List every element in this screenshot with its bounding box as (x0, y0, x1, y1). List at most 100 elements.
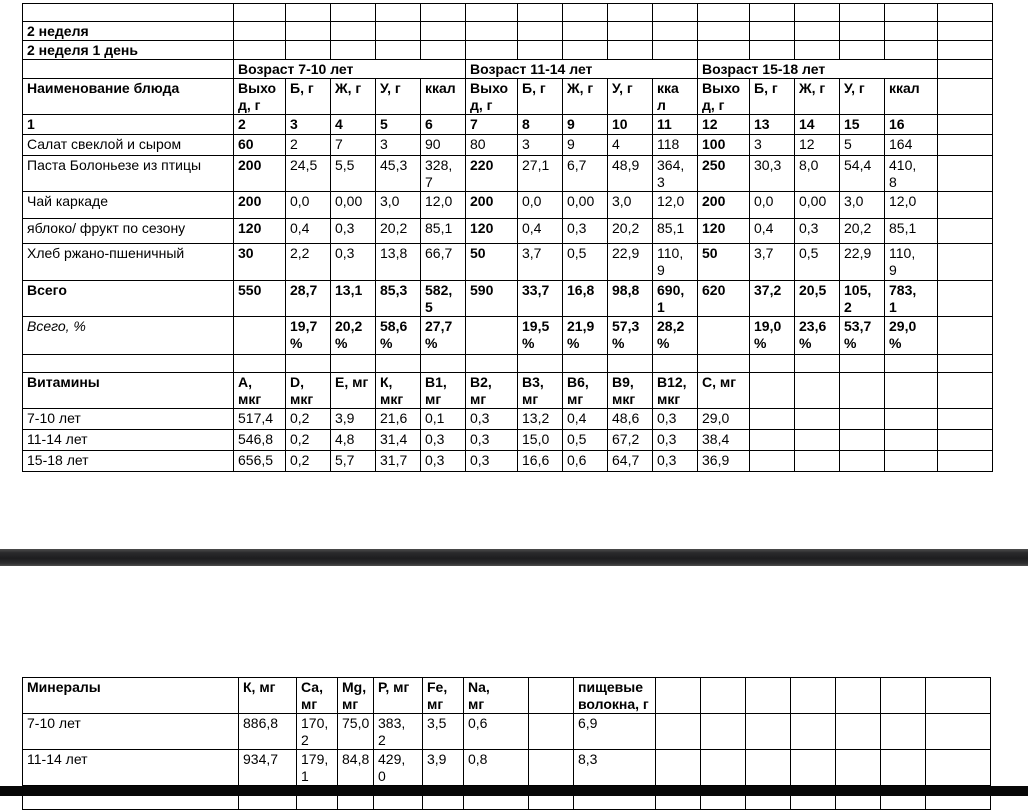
empty-cell (794, 3, 840, 22)
table-cell: 7 (330, 134, 376, 156)
empty-cell (697, 3, 750, 22)
table-cell: 0,4 (749, 218, 795, 244)
table-cell: 0,3 (794, 218, 840, 244)
table-cell: 31,7 (375, 450, 421, 472)
empty-cell (233, 316, 286, 355)
empty-cell (937, 316, 993, 355)
table-cell: 7-10 лет (22, 408, 234, 430)
table-cell: 28,2 % (652, 316, 698, 355)
bottom-edge-bar (0, 786, 1028, 796)
empty-cell (607, 21, 653, 41)
empty-cell (22, 3, 234, 22)
empty-cell (517, 354, 563, 373)
table-row: Салат свеклой и сыром 60 2 7 3 90 80 3 9 4 118 100 3… (22, 134, 993, 156)
empty-cell (233, 354, 286, 373)
empty-cell (517, 3, 563, 22)
empty-cell (517, 21, 563, 41)
empty-cell (937, 3, 993, 22)
table-cell: Паста Болоньезе из птицы (22, 155, 234, 192)
table-cell: Выхо д, г (465, 78, 518, 115)
empty-cell (22, 59, 234, 79)
table-cell: 0,3 (652, 450, 698, 472)
empty-cell (937, 40, 993, 60)
table-cell: 0,0 (517, 191, 563, 219)
empty-cell (697, 354, 750, 373)
table-cell: Б, г (749, 78, 795, 115)
table-cell: 0,2 (285, 450, 331, 472)
table-cell: Р, мг (373, 677, 423, 714)
table-cell: 98,8 (607, 280, 653, 317)
empty-cell (880, 677, 926, 714)
empty-cell (652, 3, 698, 22)
table-cell: 53,7 % (839, 316, 885, 355)
table-row: Чай каркаде 200 0,0 0,00 3,0 12,0 200 0,0 0,00 3,… (22, 191, 993, 219)
table-cell: 4,8 (330, 429, 376, 451)
table-cell: 7 (465, 114, 518, 135)
table-cell: 50 (697, 243, 750, 281)
table-cell: Е, мг (330, 372, 376, 409)
empty-cell (937, 21, 993, 41)
table-row: 7-10 лет 517,4 0,2 3,9 21,6 0,1 0,3 13,2 0,4 48,6… (22, 408, 993, 430)
empty-cell (420, 354, 466, 373)
table-cell: 0,8 (463, 749, 529, 786)
table-cell: 66,7 (420, 243, 466, 281)
table-cell: 27,1 (517, 155, 563, 192)
table-cell: 12 (794, 134, 840, 156)
table-cell: пищевые волокна, г (573, 677, 656, 714)
table-cell: 100 (697, 134, 750, 156)
empty-cell (528, 749, 574, 786)
table-cell: ккал (420, 78, 466, 115)
empty-cell (749, 21, 795, 41)
table-cell: Всего (22, 280, 234, 317)
empty-cell (375, 40, 421, 60)
table-cell: 15,0 (517, 429, 563, 451)
table-row: Витамины А, мкг D, мкг Е, мг К, мкг В1, мг В2,… (22, 372, 993, 409)
table-cell: 14 (794, 114, 840, 135)
table-cell: 783, 1 (884, 280, 938, 317)
table-cell: 3 (749, 134, 795, 156)
empty-cell (884, 40, 938, 60)
table-cell: 50 (465, 243, 518, 281)
table-cell: яблоко/ фрукт по сезону (22, 218, 234, 244)
table-cell: 0,00 (330, 191, 376, 219)
table-cell: Ж, г (794, 78, 840, 115)
empty-cell (652, 354, 698, 373)
table-cell: 19,0 % (749, 316, 795, 355)
empty-cell (420, 21, 466, 41)
table-cell: 5,7 (330, 450, 376, 472)
table-cell: 110, 9 (884, 243, 938, 281)
empty-cell (790, 677, 836, 714)
table-row: 7-10 лет 886,8 170, 2 75,0 383, 2 3,5 0,6 6,9 (22, 713, 991, 750)
table-cell: 517,4 (233, 408, 286, 430)
empty-cell (700, 713, 746, 750)
empty-cell (839, 429, 885, 451)
table-cell: 16,6 (517, 450, 563, 472)
empty-cell (880, 713, 926, 750)
table-row: 11-14 лет 934,7 179, 1 84,8 429, 0 3,9 0,8 8,3 (22, 749, 991, 786)
empty-cell (420, 40, 466, 60)
table-cell: 27,7 % (420, 316, 466, 355)
empty-cell (839, 372, 885, 409)
table-cell: 3 (375, 134, 421, 156)
empty-cell (562, 354, 608, 373)
empty-cell (375, 21, 421, 41)
table-cell: 5 (839, 134, 885, 156)
empty-cell (937, 450, 993, 472)
table-cell: 0,0 (285, 191, 331, 219)
table-cell: 6,9 (573, 713, 656, 750)
table-cell: 11 (652, 114, 698, 135)
empty-cell (607, 40, 653, 60)
empty-cell (700, 677, 746, 714)
empty-cell (745, 713, 791, 750)
table-cell: 67,2 (607, 429, 653, 451)
empty-cell (925, 713, 991, 750)
table-cell: 0,5 (794, 243, 840, 281)
table-cell: 13,1 (330, 280, 376, 317)
empty-cell (925, 749, 991, 786)
empty-cell (22, 354, 234, 373)
table-cell: Б, г (517, 78, 563, 115)
table-cell: 80 (465, 134, 518, 156)
empty-cell (652, 21, 698, 41)
empty-cell (655, 749, 701, 786)
table-cell: 16,8 (562, 280, 608, 317)
